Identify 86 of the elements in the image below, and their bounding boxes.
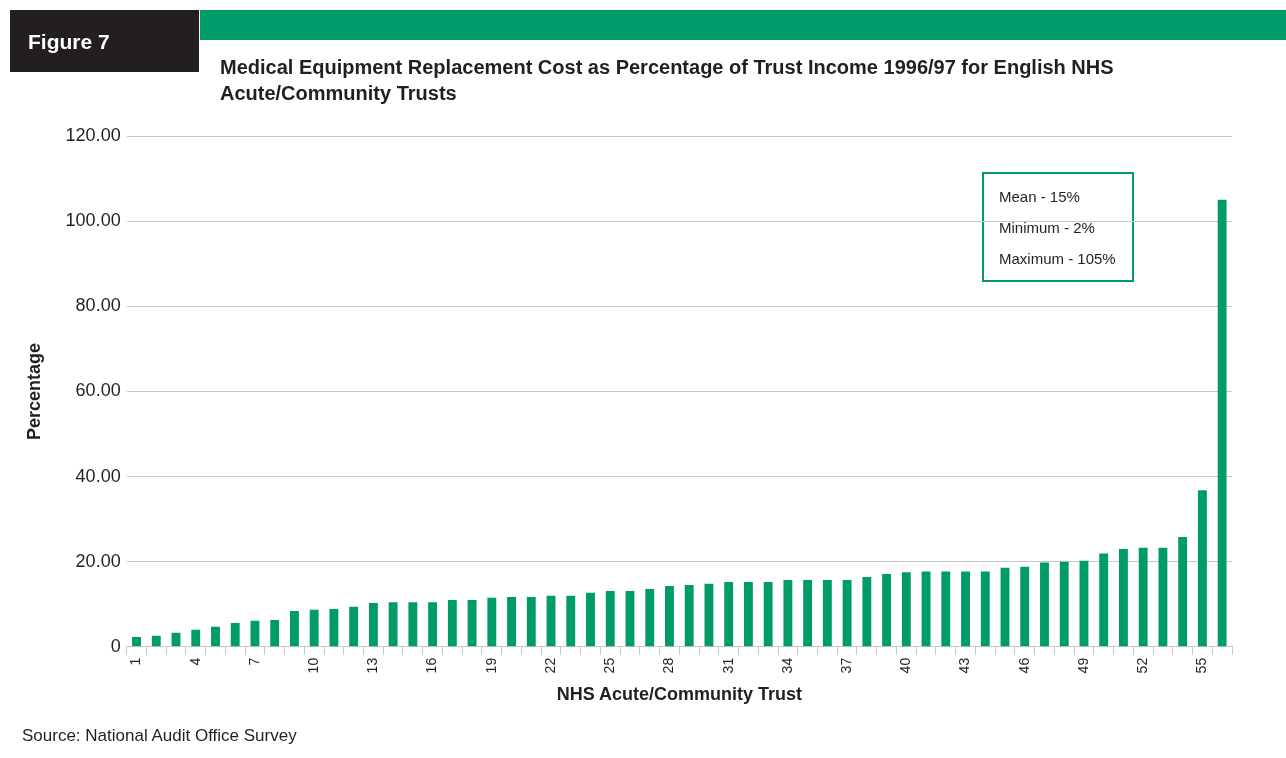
x-tick-label: 25 [601, 657, 618, 674]
bar [428, 602, 438, 647]
bar [586, 592, 595, 647]
x-tick-label: 43 [956, 657, 973, 674]
annotation: Maximum - 105% [999, 249, 1117, 269]
bar [1119, 548, 1128, 647]
x-tick-label: 34 [778, 657, 795, 674]
bar [1059, 561, 1069, 647]
bar [487, 597, 497, 647]
x-tick-label: 37 [837, 657, 854, 674]
bar [665, 585, 674, 647]
bar [941, 571, 951, 647]
bar [625, 591, 635, 647]
x-tick-label: 22 [541, 657, 558, 674]
x-tick-label: 13 [364, 657, 381, 674]
bar [1138, 547, 1148, 647]
x-tick-label: 55 [1193, 657, 1210, 674]
bar [151, 635, 161, 647]
bar [368, 602, 378, 647]
bar [230, 622, 240, 647]
bar [388, 602, 398, 647]
x-tick-label: 28 [660, 657, 677, 674]
bar [526, 597, 536, 647]
x-tick-label: 7 [245, 657, 262, 666]
bar [862, 577, 872, 647]
bar [1217, 199, 1227, 647]
bar [1079, 560, 1089, 647]
bar [566, 595, 576, 647]
bar [1040, 562, 1049, 647]
bar [882, 574, 892, 647]
bar [447, 600, 457, 647]
annotation: Minimum - 2% [999, 218, 1096, 238]
x-tick-label: 31 [719, 657, 736, 674]
bar [132, 637, 141, 647]
x-tick-label: 46 [1015, 657, 1032, 674]
y-tick-label: 60.00 [75, 380, 121, 401]
bar [1158, 547, 1168, 647]
bar [309, 609, 319, 647]
bar [704, 583, 714, 647]
y-tick-label: 80.00 [75, 295, 121, 316]
bar [684, 585, 694, 647]
x-tick-label: 1 [127, 657, 144, 666]
y-tick-label: 0 [110, 635, 121, 656]
x-tick-label: 4 [186, 657, 203, 666]
bar [645, 588, 655, 647]
bar [289, 611, 299, 647]
x-tick-label: 19 [482, 657, 499, 674]
y-tick-label: 100.00 [65, 210, 121, 231]
bar [211, 626, 220, 647]
x-tick-label: 52 [1134, 657, 1151, 674]
bar [1178, 537, 1188, 647]
bar [408, 602, 418, 647]
bar [822, 579, 832, 647]
bar [921, 571, 931, 647]
x-tick-label: 16 [423, 657, 440, 674]
bar [961, 571, 970, 647]
bar [349, 606, 359, 647]
x-tick-label: 10 [305, 657, 322, 674]
bar [191, 629, 201, 647]
bar [901, 572, 911, 647]
bar [507, 597, 516, 647]
y-tick-label: 120.00 [65, 124, 121, 145]
bar [329, 608, 339, 647]
bar [1099, 553, 1109, 647]
bar [270, 620, 280, 647]
source-note: Source: National Audit Office Survey [22, 726, 297, 746]
bar [1020, 566, 1030, 647]
chart-title: Medical Equipment Replacement Cost as Percentage of Trust Income 1996/97 for English NHS Acute/Community Trusts [220, 55, 1115, 106]
bar [803, 579, 813, 647]
bar [783, 579, 793, 647]
bar [980, 571, 990, 647]
bar [724, 582, 734, 647]
x-tick-label: 49 [1074, 657, 1091, 674]
y-tick-label: 40.00 [75, 465, 121, 486]
bar [467, 600, 477, 647]
caption: Figure 7 [10, 10, 199, 72]
bar [842, 579, 852, 647]
x-tick-label: 40 [897, 657, 914, 674]
y-tick-label: 20.00 [75, 550, 121, 571]
bar [763, 582, 773, 647]
x-axis-title: NHS Acute/Community Trust [556, 684, 803, 705]
bar [1197, 490, 1207, 647]
annotation: Mean - 15% [999, 187, 1081, 207]
y-axis-title: Percentage [23, 342, 44, 440]
bar [605, 591, 615, 647]
bar [743, 582, 753, 647]
